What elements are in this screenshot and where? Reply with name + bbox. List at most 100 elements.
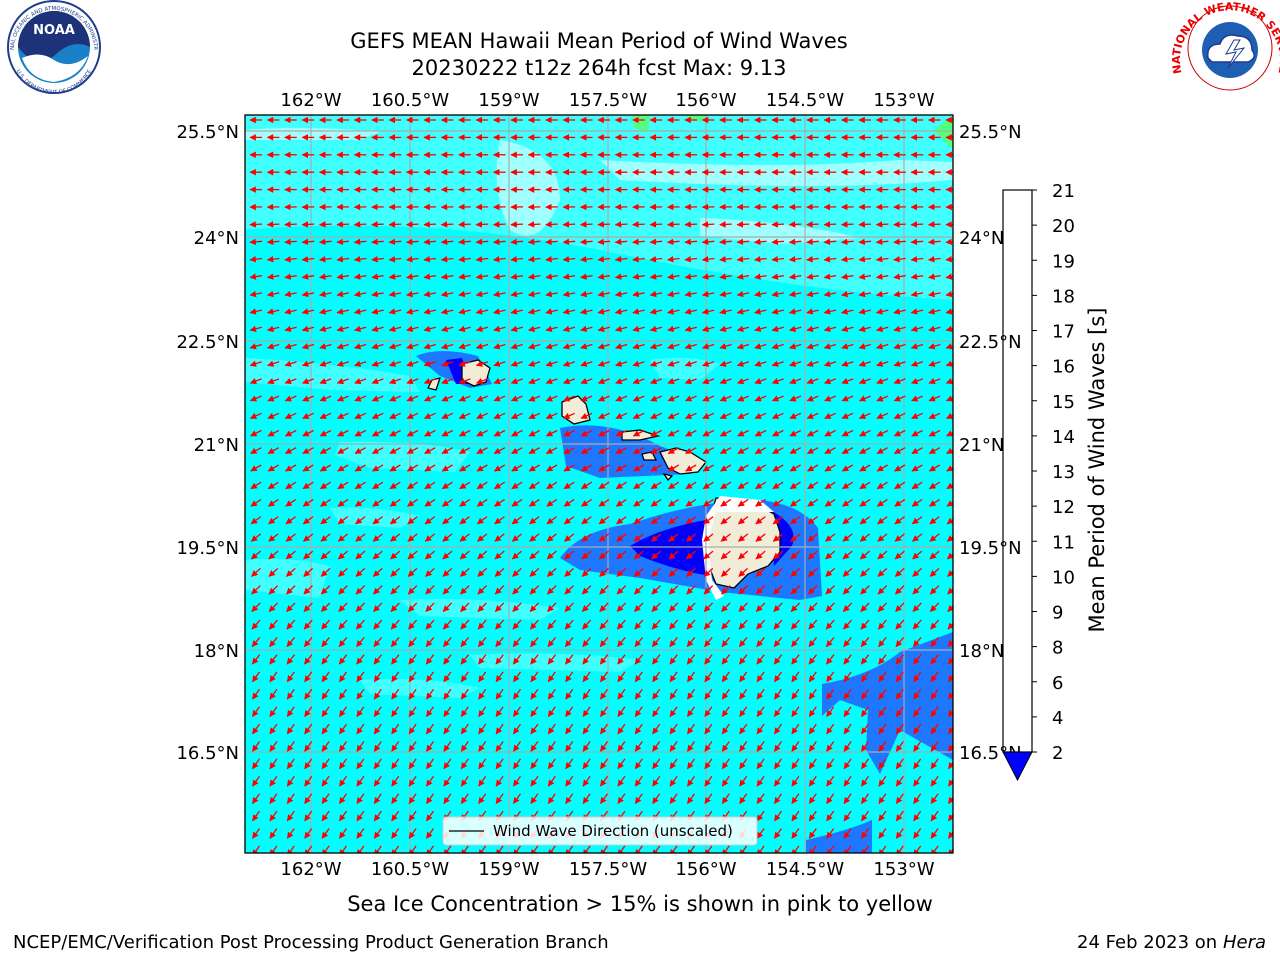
- wave-direction-arrow: [632, 290, 645, 298]
- wave-direction-arrow: [527, 273, 541, 280]
- wave-direction-arrow: [632, 412, 645, 419]
- wave-direction-arrow: [249, 308, 263, 315]
- wave-direction-arrow: [736, 325, 750, 332]
- wave-direction-arrow: [719, 273, 732, 280]
- wave-direction-arrow: [667, 325, 680, 332]
- wave-direction-arrow: [510, 290, 524, 298]
- wave-direction-arrow: [528, 464, 540, 472]
- wave-direction-arrow: [301, 360, 315, 367]
- wave-direction-arrow: [510, 360, 523, 367]
- wave-direction-arrow: [511, 516, 523, 525]
- wave-direction-arrow: [267, 429, 280, 437]
- wave-direction-arrow: [806, 255, 819, 263]
- wave-direction-arrow: [510, 273, 523, 280]
- wave-direction-arrow: [250, 550, 262, 560]
- wave-direction-arrow: [285, 516, 296, 525]
- lon-tick-label: 153°W: [873, 90, 934, 111]
- wave-direction-arrow: [840, 238, 854, 246]
- wave-direction-arrow: [562, 255, 576, 263]
- wave-direction-arrow: [788, 255, 802, 263]
- wave-direction-arrow: [527, 343, 541, 350]
- wave-direction-arrow: [441, 360, 454, 367]
- wave-direction-arrow: [302, 412, 314, 419]
- wave-direction-arrow: [354, 481, 366, 490]
- colorbar-tick-label: 19: [1052, 251, 1075, 272]
- wave-direction-arrow: [302, 481, 314, 490]
- wave-direction-arrow: [650, 429, 662, 437]
- wave-direction-arrow: [910, 343, 924, 350]
- wave-direction-arrow: [615, 447, 628, 455]
- wave-direction-arrow: [824, 516, 836, 525]
- wave-direction-arrow: [458, 395, 471, 402]
- colorbar-under-extension: [1002, 751, 1033, 782]
- colorbar-tick-label: 14: [1052, 427, 1075, 448]
- wave-direction-arrow: [389, 447, 401, 455]
- wave-direction-arrow: [353, 343, 367, 350]
- wave-direction-arrow: [266, 290, 280, 298]
- wave-direction-arrow: [250, 481, 262, 490]
- wave-direction-arrow: [580, 447, 593, 455]
- wave-direction-arrow: [910, 221, 924, 228]
- wave-direction-arrow: [493, 378, 506, 385]
- wave-direction-arrow: [476, 481, 488, 490]
- wave-direction-arrow: [649, 360, 663, 367]
- lon-tick-label: 154.5°W: [766, 859, 845, 880]
- wave-direction-arrow: [649, 308, 663, 315]
- wave-direction-arrow: [911, 395, 923, 402]
- colorbar-tick-label: 15: [1052, 392, 1075, 413]
- wave-direction-arrow: [945, 290, 953, 298]
- wave-direction-arrow: [945, 255, 953, 263]
- wave-direction-arrow: [580, 464, 593, 472]
- wave-direction-arrow: [598, 429, 610, 437]
- wave-direction-arrow: [841, 447, 854, 455]
- wave-direction-arrow: [945, 308, 953, 315]
- wave-direction-arrow: [877, 533, 888, 542]
- wave-direction-arrow: [893, 290, 906, 298]
- wave-direction-arrow: [266, 238, 280, 246]
- wave-direction-arrow: [284, 343, 297, 350]
- wave-direction-arrow: [545, 325, 558, 332]
- wave-direction-arrow: [475, 290, 489, 298]
- wave-direction-arrow: [563, 533, 575, 542]
- wave-direction-arrow: [703, 533, 714, 542]
- wave-direction-arrow: [268, 516, 279, 525]
- wave-direction-arrow: [824, 447, 836, 455]
- wave-direction-arrow: [319, 447, 332, 455]
- wave-direction-arrow: [824, 412, 836, 419]
- wave-direction-arrow: [597, 325, 610, 332]
- wave-direction-arrow: [876, 360, 889, 367]
- wave-direction-arrow: [563, 516, 575, 525]
- wave-direction-arrow: [928, 378, 941, 385]
- wave-direction-arrow: [632, 325, 645, 332]
- lon-tick-label: 153°W: [873, 859, 934, 880]
- wave-direction-arrow: [684, 308, 698, 315]
- wave-direction-arrow: [249, 360, 262, 367]
- wave-direction-arrow: [424, 447, 436, 455]
- nws-logo-icon: NATIONAL WEATHER SERVICE: [1170, 0, 1280, 91]
- wave-direction-arrow: [389, 395, 401, 402]
- wave-direction-arrow: [475, 360, 489, 367]
- wave-direction-arrow: [546, 516, 557, 525]
- wave-direction-arrow: [650, 447, 662, 455]
- wave-direction-arrow: [597, 378, 610, 385]
- wave-direction-arrow: [754, 464, 767, 472]
- wave-direction-arrow: [859, 464, 871, 472]
- wave-direction-arrow: [372, 481, 384, 490]
- wave-direction-arrow: [841, 308, 854, 315]
- wave-direction-arrow: [616, 533, 627, 542]
- wave-direction-arrow: [841, 464, 854, 472]
- lat-tick-label: 25.5°N: [959, 122, 1022, 143]
- lon-tick-label: 162°W: [280, 859, 341, 880]
- lat-ticks-right: 25.5°N24°N22.5°N21°N19.5°N18°N16.5°N: [959, 122, 1022, 764]
- lat-tick-label: 22.5°N: [176, 332, 239, 353]
- wave-direction-arrow: [632, 255, 645, 263]
- wave-direction-arrow: [772, 447, 784, 455]
- noaa-logo-text: NOAA: [33, 23, 75, 38]
- lat-tick-label: 19.5°N: [959, 538, 1022, 559]
- wave-direction-arrow: [772, 429, 784, 437]
- wave-direction-arrow: [441, 429, 454, 437]
- wave-direction-arrow: [371, 308, 384, 315]
- wave-direction-arrow: [475, 378, 489, 385]
- wave-direction-arrow: [720, 533, 731, 542]
- wave-direction-arrow: [510, 343, 523, 350]
